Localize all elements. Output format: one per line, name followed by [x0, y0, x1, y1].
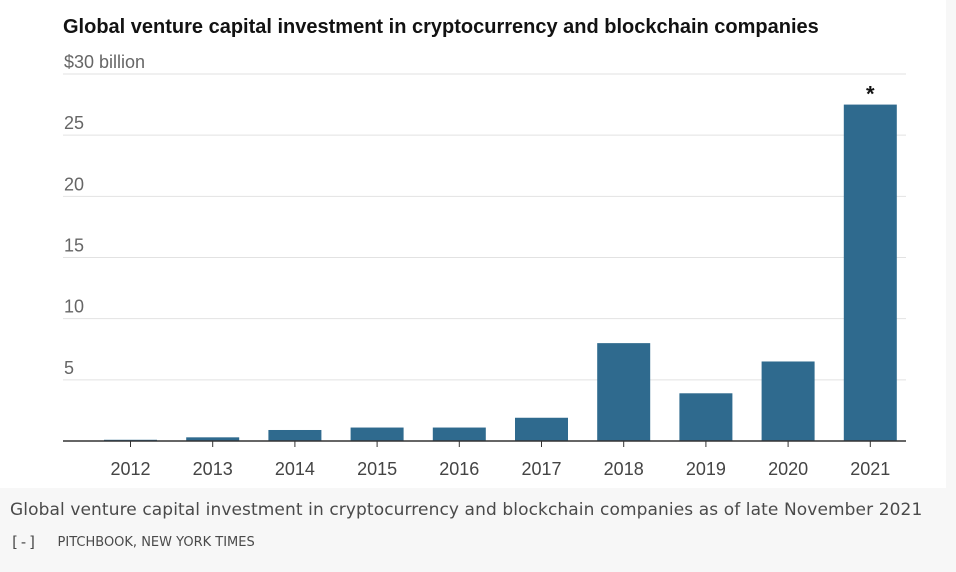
- x-tick-label: 2017: [521, 459, 561, 479]
- y-tick-label: 25: [64, 113, 84, 133]
- bars: [104, 104, 897, 441]
- bar-2020: [761, 361, 815, 441]
- bar-2016: [432, 427, 486, 441]
- bar-2013: [186, 437, 240, 441]
- x-tick-label: 2012: [110, 459, 150, 479]
- y-tick-label: 5: [64, 358, 74, 378]
- caption-toggle-button[interactable]: [-]: [10, 533, 38, 551]
- x-tick-label: 2021: [850, 459, 890, 479]
- x-tick-labels: 2012 2013 2014 2015 2016 2017 2018 2019 2020 2021: [110, 459, 890, 479]
- bar-2017: [515, 417, 568, 441]
- bar-2015: [350, 427, 404, 441]
- y-tick-label: 20: [64, 174, 84, 194]
- x-tick-label: 2020: [768, 459, 808, 479]
- x-tick-label: 2013: [193, 459, 233, 479]
- bar-2018: [597, 343, 651, 441]
- annotations: *: [866, 82, 875, 107]
- y-tick-label: 10: [64, 297, 84, 317]
- x-tick-label: 2016: [439, 459, 479, 479]
- caption-text: Global venture capital investment in cry…: [10, 500, 923, 520]
- caption-row: [-] PITCHBOOK, NEW YORK TIMES: [10, 533, 255, 553]
- x-tick-label: 2015: [357, 459, 397, 479]
- x-tick-label: 2014: [275, 459, 315, 479]
- gridlines: [63, 73, 906, 381]
- x-tick-label: 2019: [686, 459, 726, 479]
- y-tick-label: 15: [64, 236, 84, 256]
- source-credit: PITCHBOOK, NEW YORK TIMES: [57, 534, 255, 550]
- annotation-asterisk: *: [866, 82, 875, 107]
- chart-figure: Global venture capital investment in cry…: [63, 16, 906, 479]
- bar-2019: [679, 393, 733, 441]
- x-tick-label: 2018: [604, 459, 644, 479]
- bar-2014: [268, 429, 322, 441]
- bar-2021: [843, 104, 897, 441]
- y-tick-labels: 5 10 15 20 25 $30 billion: [64, 52, 145, 378]
- y-tick-label: $30 billion: [64, 52, 145, 72]
- chart-title: Global venture capital investment in cry…: [63, 16, 819, 38]
- x-axis: [63, 440, 906, 447]
